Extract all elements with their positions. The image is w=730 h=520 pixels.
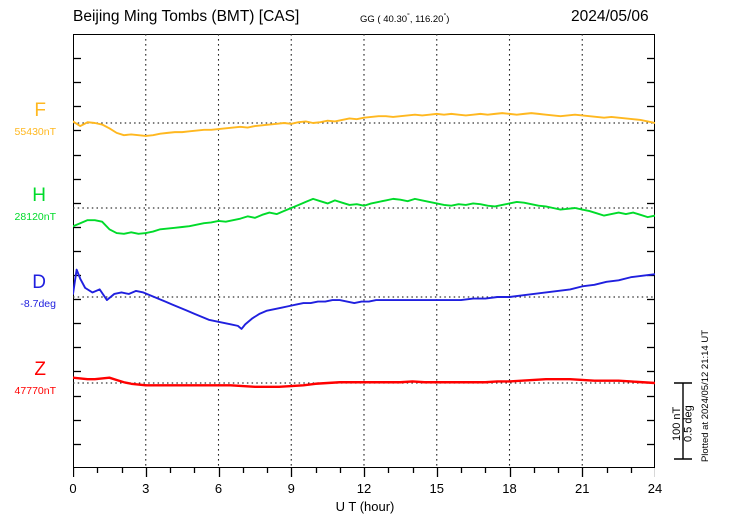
component-label-f: F <box>34 100 46 121</box>
observation-date: 2024/05/06 <box>571 8 649 25</box>
component-baseline-z: 47770nT <box>14 385 56 397</box>
geo-longitude: 116.20 <box>415 14 444 26</box>
trace-lines <box>73 112 655 388</box>
scale-bar-deg: 0.5 deg <box>682 405 695 443</box>
x-tick-label: 3 <box>142 481 150 496</box>
y-axis-ticks <box>73 57 655 446</box>
x-tick-label: 21 <box>575 481 590 496</box>
x-tick-label: 24 <box>647 481 663 496</box>
grid-lines <box>145 34 583 468</box>
component-baseline-h: 28120nT <box>14 211 56 223</box>
page-title: Beijing Ming Tombs (BMT) [CAS] <box>73 8 300 25</box>
scale-bar-nt: 100 nT <box>671 406 683 442</box>
x-tick-label: 18 <box>502 481 517 496</box>
x-axis <box>73 468 655 477</box>
x-tick-label: 15 <box>429 481 444 496</box>
geographic-coordinates: GG ( 40.30°, 116.20°) <box>360 13 449 25</box>
x-tick-label: 0 <box>69 481 77 496</box>
magnetogram-plot <box>73 34 655 468</box>
scale-bar-label: 100 nT 0.5 deg <box>671 384 695 464</box>
component-label-d: D <box>32 272 46 293</box>
x-tick-label: 9 <box>287 481 295 496</box>
geo-prefix: GG ( <box>360 14 384 26</box>
x-axis-title: U T (hour) <box>335 499 395 514</box>
component-baseline-d: -8.7deg <box>20 298 56 310</box>
baseline-lines <box>73 122 655 384</box>
plotted-timestamp: Plotted at 2024/05/12 21:14 UT <box>700 330 711 463</box>
x-tick-label: 6 <box>214 481 223 496</box>
x-axis-ticks <box>73 468 655 477</box>
geo-suffix: ) <box>446 14 450 26</box>
geo-latitude: 40.30 <box>383 14 408 26</box>
scale-bar <box>674 382 692 460</box>
component-baseline-f: 55430nT <box>14 126 56 138</box>
degree-icon-lat: ° <box>407 13 410 20</box>
header: Beijing Ming Tombs (BMT) [CAS] GG ( 40.3… <box>0 0 730 34</box>
degree-icon-lon: ° <box>443 13 447 20</box>
component-label-z: Z <box>34 359 46 380</box>
geo-separator: , <box>409 14 416 26</box>
component-label-h: H <box>32 185 46 206</box>
x-tick-label: 12 <box>356 481 372 496</box>
